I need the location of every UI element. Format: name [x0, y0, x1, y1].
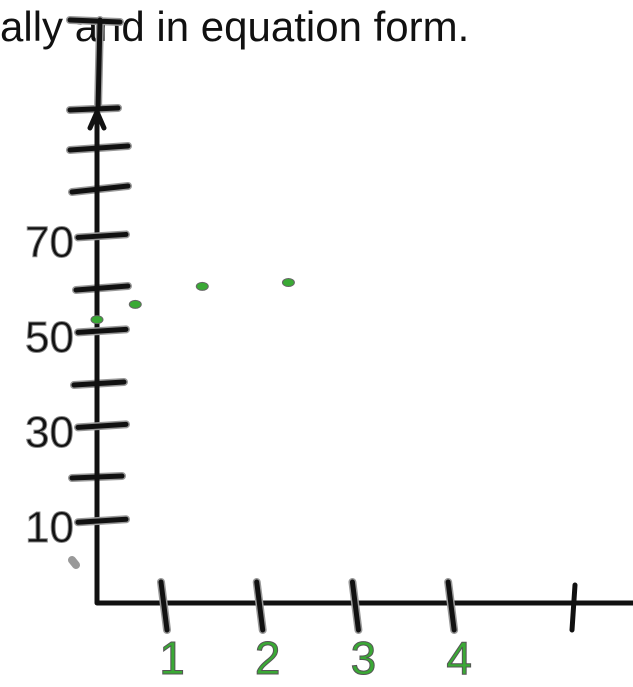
- x-tick-label: 2: [255, 632, 281, 684]
- point: [90, 315, 104, 325]
- point: [195, 281, 209, 291]
- x-tick-label: 4: [446, 632, 472, 684]
- y-tick: [75, 326, 129, 335]
- x-tick: [158, 579, 170, 633]
- y-tick-label: 70: [25, 218, 74, 267]
- y-tick-label: 30: [25, 408, 74, 457]
- chart-title: ally and in equation form.: [0, 3, 469, 50]
- x-tick: [254, 579, 266, 633]
- decorations: [66, 16, 633, 633]
- y-tick: [75, 231, 129, 240]
- y-tick-label: 50: [25, 313, 74, 362]
- axes: [87, 105, 633, 633]
- x-tick-label: 1: [159, 632, 185, 684]
- x-tick-label: 3: [351, 632, 377, 684]
- x-tick: [445, 579, 457, 633]
- y-tick: [75, 516, 129, 525]
- point: [281, 278, 295, 288]
- point: [128, 299, 142, 309]
- y-tick: [75, 421, 129, 430]
- x-tick: [349, 579, 361, 633]
- y-tick-label: 10: [25, 503, 74, 552]
